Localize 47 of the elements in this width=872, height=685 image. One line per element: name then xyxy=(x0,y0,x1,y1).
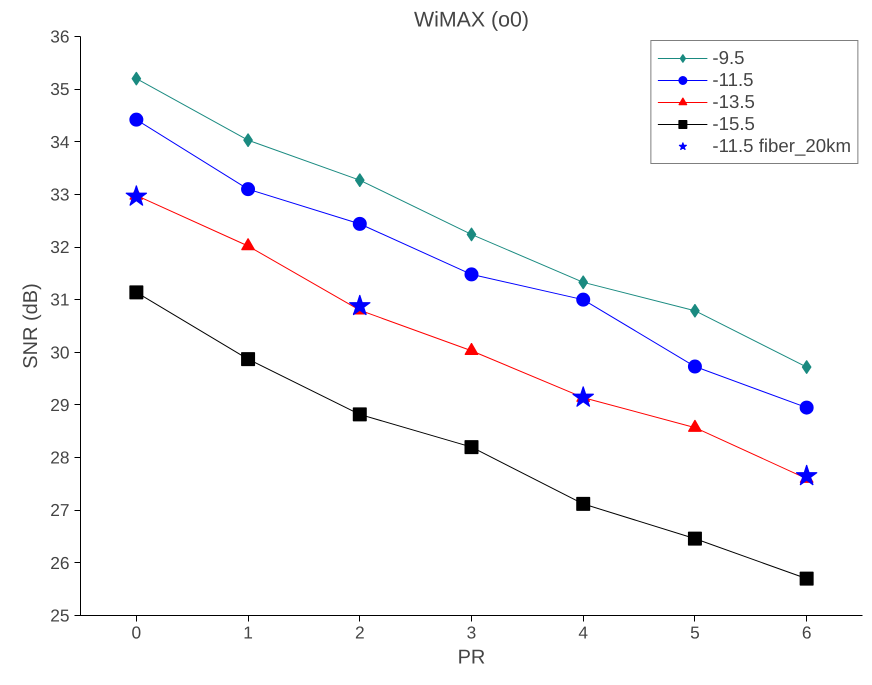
y-tick-label: 26 xyxy=(50,552,70,573)
point xyxy=(352,407,367,422)
point xyxy=(464,267,478,282)
point xyxy=(464,440,478,454)
x-tick-label: 2 xyxy=(354,622,365,642)
legend-label: -11.5 fiber_20km xyxy=(712,135,851,157)
point xyxy=(576,496,590,511)
y-tick-label: 36 xyxy=(50,26,70,46)
y-tick-label: 32 xyxy=(50,237,70,258)
y-tick-label: 30 xyxy=(50,342,70,362)
point xyxy=(572,386,594,407)
point xyxy=(354,173,365,188)
x-tick-label: 1 xyxy=(243,622,253,642)
y-axis-title: SNR (dB) xyxy=(20,283,42,369)
y-tick-label: 28 xyxy=(50,448,70,468)
legend-label: -15.5 xyxy=(712,113,755,135)
point xyxy=(800,572,814,586)
point xyxy=(688,532,702,546)
x-tick-label: 4 xyxy=(578,622,588,642)
point xyxy=(241,182,256,196)
y-tick-label: 25 xyxy=(50,606,70,626)
x-tick-label: 5 xyxy=(690,622,700,642)
y-tick-label: 35 xyxy=(50,79,70,100)
point xyxy=(348,294,371,316)
point xyxy=(578,275,588,290)
point xyxy=(796,464,818,486)
x-tick-label: 3 xyxy=(466,622,476,642)
y-tick-label: 34 xyxy=(50,132,70,152)
point xyxy=(125,185,148,206)
y-tick-label: 31 xyxy=(50,290,70,310)
x-tick-label: 0 xyxy=(132,622,142,642)
legend-label: -13.5 xyxy=(712,91,755,113)
x-tick-label: 6 xyxy=(802,622,812,642)
point xyxy=(129,285,144,300)
point xyxy=(800,400,814,415)
point xyxy=(688,360,702,374)
y-tick-label: 29 xyxy=(50,394,70,415)
chart-title: WiMAX (o0) xyxy=(414,8,529,32)
legend-label: -9.5 xyxy=(712,47,745,69)
point xyxy=(129,112,144,127)
x-axis-title: PR xyxy=(458,646,486,668)
point xyxy=(241,352,256,366)
y-tick-label: 27 xyxy=(50,500,70,520)
point xyxy=(352,216,367,231)
point xyxy=(576,292,590,307)
legend-label: -11.5 xyxy=(712,69,754,91)
y-tick-label: 33 xyxy=(50,184,70,204)
